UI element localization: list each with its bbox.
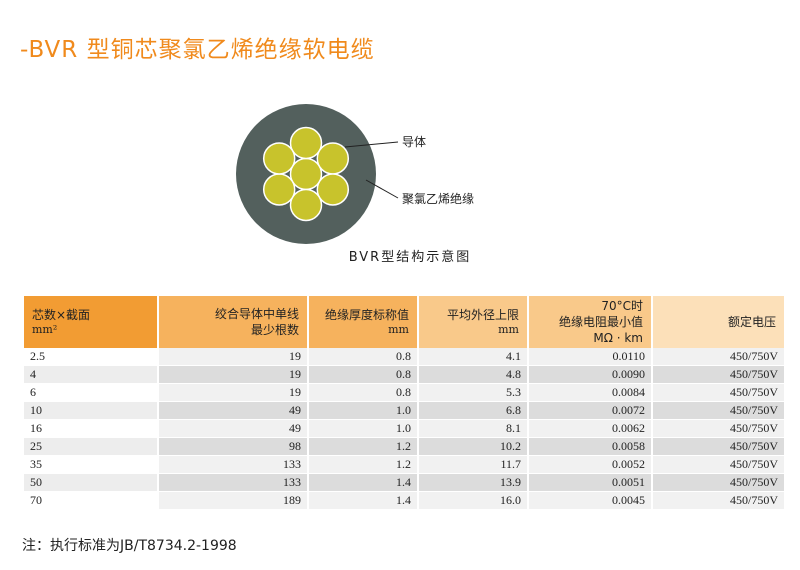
table-cell: 10 xyxy=(24,401,159,420)
table-cell: 6.8 xyxy=(418,401,529,420)
table-cell: 4.8 xyxy=(418,365,529,384)
conductor-label: 导体 xyxy=(402,135,426,149)
table-cell: 49 xyxy=(158,419,309,438)
table-cell: 35 xyxy=(24,455,159,474)
table-cell: 0.0110 xyxy=(528,348,653,366)
table-cell: 19 xyxy=(158,348,309,366)
table-cell: 19 xyxy=(158,365,309,384)
table-cell: 25 xyxy=(24,437,159,456)
table-cell: 6 xyxy=(24,383,159,402)
table-cell: 19 xyxy=(158,383,309,402)
table-row: 35 133 1.2 11.7 0.0052 450/750V xyxy=(24,455,784,474)
table-cell: 4.1 xyxy=(418,348,529,366)
table-cell: 4 xyxy=(24,365,159,384)
conductor-strand xyxy=(316,173,350,206)
table-cell: 0.0084 xyxy=(528,383,653,402)
table-row: 25 98 1.2 10.2 0.0058 450/750V xyxy=(24,437,784,456)
table-cell: 450/750V xyxy=(652,348,784,366)
table-cell: 133 xyxy=(158,455,309,474)
table-cell: 450/750V xyxy=(652,473,784,492)
header-rated-voltage: 额定电压 xyxy=(652,296,784,348)
table-cell: 50 xyxy=(24,473,159,492)
table-cell: 450/750V xyxy=(652,365,784,384)
table-cell: 450/750V xyxy=(652,491,784,510)
table-cell: 0.0062 xyxy=(528,419,653,438)
table-cell: 11.7 xyxy=(418,455,529,474)
table-cell: 0.0051 xyxy=(528,473,653,492)
diagram-caption: BVR型结构示意图 xyxy=(348,250,472,265)
table-cell: 1.2 xyxy=(308,437,419,456)
table-cell: 450/750V xyxy=(652,455,784,474)
spec-table: 芯数×截面 mm² 绞合导体中单线 最少根数 绝缘厚度标称值 mm 平均外径上限… xyxy=(24,296,784,510)
table-cell: 450/750V xyxy=(652,401,784,420)
conductor-strand xyxy=(289,188,323,222)
table-cell: 2.5 xyxy=(24,348,159,366)
table-row: 2.5 19 0.8 4.1 0.0110 450/750V xyxy=(24,348,784,366)
table-row: 10 49 1.0 6.8 0.0072 450/750V xyxy=(24,401,784,420)
table-cell: 0.0045 xyxy=(528,491,653,510)
header-insulation-thickness: 绝缘厚度标称值 mm xyxy=(308,296,419,348)
table-cell: 10.2 xyxy=(418,437,529,456)
table-cell: 1.4 xyxy=(308,473,419,492)
table-cell: 0.0072 xyxy=(528,401,653,420)
table-cell: 0.0058 xyxy=(528,437,653,456)
table-cell: 98 xyxy=(158,437,309,456)
header-insulation-resistance: 70°C时 绝缘电阻最小值 MΩ · km xyxy=(528,296,653,348)
table-cell: 133 xyxy=(158,473,309,492)
table-cell: 0.8 xyxy=(308,348,419,366)
table-cell: 70 xyxy=(24,491,159,510)
header-cores-section: 芯数×截面 mm² xyxy=(24,296,159,348)
insulation-label: 聚氯乙烯绝缘 xyxy=(402,191,474,206)
table-cell: 16 xyxy=(24,419,159,438)
insulation-leader-line xyxy=(365,179,399,199)
table-cell: 1.0 xyxy=(308,401,419,420)
table-body: 2.5 19 0.8 4.1 0.0110 450/750V 4 19 0.8 4.8 0.0090… xyxy=(24,348,784,510)
cable-cross-section-diagram: 导体 聚氯乙烯绝缘 xyxy=(236,104,474,244)
standard-note: 注：执行标准为JB/T8734.2-1998 xyxy=(22,538,237,554)
conductor-strand xyxy=(289,157,323,191)
table-cell: 1.0 xyxy=(308,419,419,438)
table-cell: 13.9 xyxy=(418,473,529,492)
header-min-wire-count: 绞合导体中单线 最少根数 xyxy=(158,296,309,348)
table-cell: 450/750V xyxy=(652,419,784,438)
conductor-leader-line xyxy=(344,141,399,148)
table-row: 16 49 1.0 8.1 0.0062 450/750V xyxy=(24,419,784,438)
conductor-strand xyxy=(262,142,296,175)
table-cell: 16.0 xyxy=(418,491,529,510)
table-cell: 450/750V xyxy=(652,383,784,402)
conductor-strand xyxy=(262,173,296,206)
conductor-strands xyxy=(262,126,350,222)
table-cell: 1.4 xyxy=(308,491,419,510)
table-row: 50 133 1.4 13.9 0.0051 450/750V xyxy=(24,473,784,492)
table-cell: 0.0090 xyxy=(528,365,653,384)
table-cell: 0.8 xyxy=(308,365,419,384)
table-row: 70 189 1.4 16.0 0.0045 450/750V xyxy=(24,491,784,510)
table-cell: 189 xyxy=(158,491,309,510)
table-row: 6 19 0.8 5.3 0.0084 450/750V xyxy=(24,383,784,402)
table-cell: 8.1 xyxy=(418,419,529,438)
conductor-strand xyxy=(316,142,350,175)
table-cell: 49 xyxy=(158,401,309,420)
table-header-row: 芯数×截面 mm² 绞合导体中单线 最少根数 绝缘厚度标称值 mm 平均外径上限… xyxy=(24,296,784,348)
table-cell: 1.2 xyxy=(308,455,419,474)
table-cell: 0.0052 xyxy=(528,455,653,474)
table-cell: 450/750V xyxy=(652,437,784,456)
table-cell: 0.8 xyxy=(308,383,419,402)
table-row: 4 19 0.8 4.8 0.0090 450/750V xyxy=(24,365,784,384)
header-max-outer-diameter: 平均外径上限 mm xyxy=(418,296,529,348)
page-title: -BVR 型铜芯聚氯乙烯绝缘软电缆 xyxy=(20,37,375,63)
table-cell: 5.3 xyxy=(418,383,529,402)
conductor-strand xyxy=(289,126,323,160)
